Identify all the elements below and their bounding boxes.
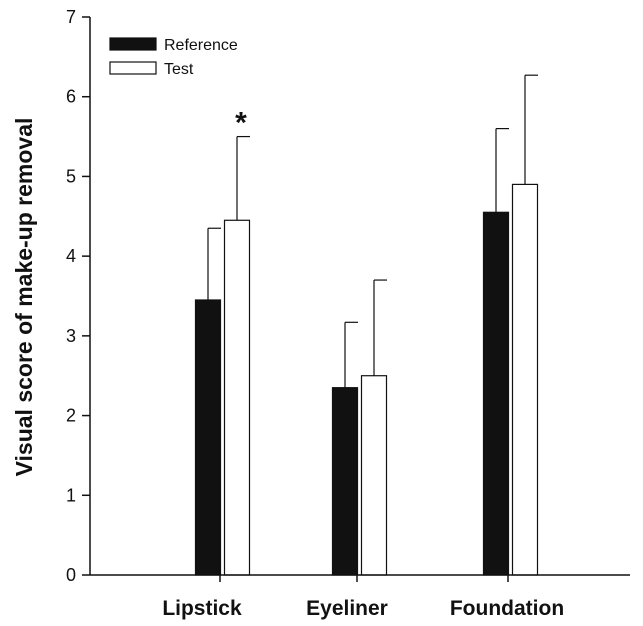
bar-test-eyeliner [360,375,388,576]
legend-swatch-reference [109,37,157,51]
x-tick-label-lipstick: Lipstick [162,597,242,620]
y-tick-label: 4 [66,246,76,266]
y-tick-label: 5 [66,166,76,186]
bar-reference-foundation [482,211,510,576]
y-axis: 0 1 2 3 4 5 6 7 [66,7,90,585]
y-tick-label: 7 [66,7,76,27]
y-tick-label: 3 [66,326,76,346]
significance-marker: * [235,107,247,140]
y-tick-label: 0 [66,565,76,585]
legend-label-test: Test [164,61,194,78]
y-tick-label: 6 [66,87,76,107]
axes-lines [89,17,630,576]
legend: Reference Test [109,37,238,78]
x-tick-label-eyeliner: Eyeliner [306,597,388,620]
legend-swatch-test [109,61,157,75]
x-axis: Lipstick Eyeliner Foundation [162,575,564,620]
bar-test-lipstick [223,219,251,576]
y-tick-label: 1 [66,485,76,505]
y-tick-label: 2 [66,406,76,426]
y-axis-label: Visual score of make-up removal [11,118,37,477]
annotations-group: * [235,107,247,140]
x-tick-label-foundation: Foundation [450,597,564,620]
legend-label-reference: Reference [164,37,238,54]
error-bars-group [207,74,538,388]
bar-reference-lipstick [194,299,222,576]
bar-reference-eyeliner [331,387,359,576]
bars-group [194,183,539,576]
bar-test-foundation [511,183,539,576]
